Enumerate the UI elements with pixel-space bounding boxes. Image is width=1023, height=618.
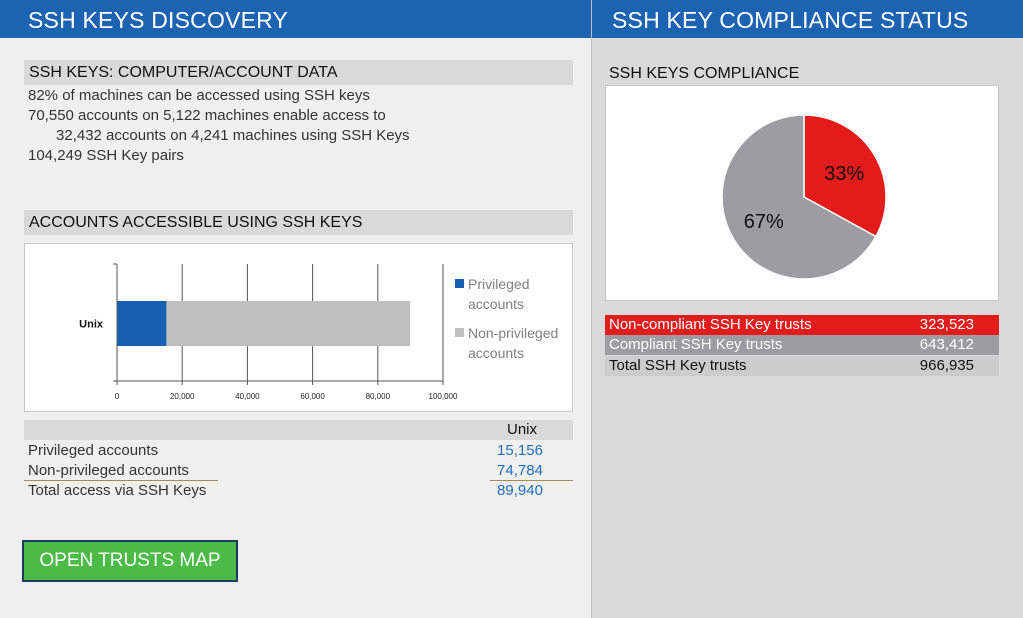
accounts-table-header bbox=[24, 420, 573, 440]
row-value-privileged: 15,156 bbox=[497, 442, 543, 459]
pie-slice-non-compliant bbox=[803, 114, 887, 238]
compliance-banner: SSH KEY COMPLIANCE STATUS bbox=[592, 0, 1023, 38]
non-compliant-value: 323,523 bbox=[919, 316, 974, 333]
info-line-accounts: 70,550 accounts on 5,122 machines enable… bbox=[28, 107, 386, 124]
info-line-access: 32,432 accounts on 4,241 machines using … bbox=[56, 127, 410, 144]
row-label-non-privileged: Non-privileged accounts bbox=[28, 462, 189, 479]
row-total-trusts: Total SSH Key trusts 966,935 bbox=[605, 356, 999, 376]
pie-slice-label: 33% bbox=[824, 163, 864, 185]
compliance-pie-chart: 33% 67% bbox=[605, 85, 999, 301]
table-divider-right bbox=[490, 480, 573, 481]
info-line-key-pairs: 104,249 SSH Key pairs bbox=[28, 147, 184, 164]
x-tick-label: 20,000 bbox=[170, 392, 195, 401]
x-tick-label: 40,000 bbox=[235, 392, 260, 401]
legend-swatch-privileged bbox=[455, 279, 464, 288]
bar-chart-legend: Privileged accounts Non-privileged accou… bbox=[455, 274, 570, 372]
legend-item-non-privileged: Non-privileged accounts bbox=[455, 323, 570, 363]
legend-label-non-privileged: Non-privileged accounts bbox=[468, 325, 559, 361]
pie-chart-svg: 33% 67% bbox=[721, 114, 887, 280]
non-compliant-label: Non-compliant SSH Key trusts bbox=[609, 316, 812, 333]
bar-segment-privileged bbox=[117, 301, 167, 346]
table-divider-left bbox=[24, 480, 218, 481]
x-tick-label: 100,000 bbox=[429, 392, 458, 401]
row-label-privileged: Privileged accounts bbox=[28, 442, 159, 459]
y-category-label: Unix bbox=[79, 319, 104, 331]
x-tick-label: 80,000 bbox=[366, 392, 391, 401]
legend-swatch-non-privileged bbox=[455, 328, 464, 337]
bar-segment-non-privileged bbox=[166, 301, 411, 346]
row-label-total: Total access via SSH Keys bbox=[28, 482, 207, 499]
pie-chart-title: SSH KEYS COMPLIANCE bbox=[609, 65, 800, 82]
compliant-value: 643,412 bbox=[919, 336, 974, 353]
row-value-total: 89,940 bbox=[497, 482, 543, 499]
legend-item-privileged: Privileged accounts bbox=[455, 274, 570, 314]
x-tick-label: 0 bbox=[115, 392, 120, 401]
pie-slice-compliant bbox=[721, 114, 877, 280]
computer-account-section-title: SSH KEYS: COMPUTER/ACCOUNT DATA bbox=[24, 60, 573, 85]
accounts-table-column-unix: Unix bbox=[506, 421, 537, 438]
accounts-section-title: ACCOUNTS ACCESSIBLE USING SSH KEYS bbox=[24, 210, 573, 235]
accounts-bar-chart: 0 20,000 40,000 60,000 80,000 100,000 Unix Pri… bbox=[24, 243, 573, 412]
total-trusts-label: Total SSH Key trusts bbox=[609, 357, 747, 374]
info-line-machines: 82% of machines can be accessed using SS… bbox=[28, 87, 370, 104]
compliant-label: Compliant SSH Key trusts bbox=[609, 336, 783, 353]
total-trusts-value: 966,935 bbox=[919, 357, 974, 374]
row-non-compliant-trusts: Non-compliant SSH Key trusts 323,523 bbox=[605, 315, 999, 335]
x-tick-label: 60,000 bbox=[300, 392, 325, 401]
discovery-banner: SSH KEYS DISCOVERY bbox=[0, 0, 591, 38]
pie-slice-label: 67% bbox=[744, 211, 784, 233]
row-value-non-privileged: 74,784 bbox=[497, 462, 543, 479]
ssh-keys-discovery-panel: SSH KEYS DISCOVERY SSH KEYS: COMPUTER/AC… bbox=[0, 0, 591, 618]
legend-label-privileged: Privileged accounts bbox=[468, 276, 530, 312]
bar-chart-svg: 0 20,000 40,000 60,000 80,000 100,000 Unix bbox=[79, 263, 458, 401]
open-trusts-map-button[interactable]: OPEN TRUSTS MAP bbox=[22, 540, 238, 582]
row-compliant-trusts: Compliant SSH Key trusts 643,412 bbox=[605, 335, 999, 355]
